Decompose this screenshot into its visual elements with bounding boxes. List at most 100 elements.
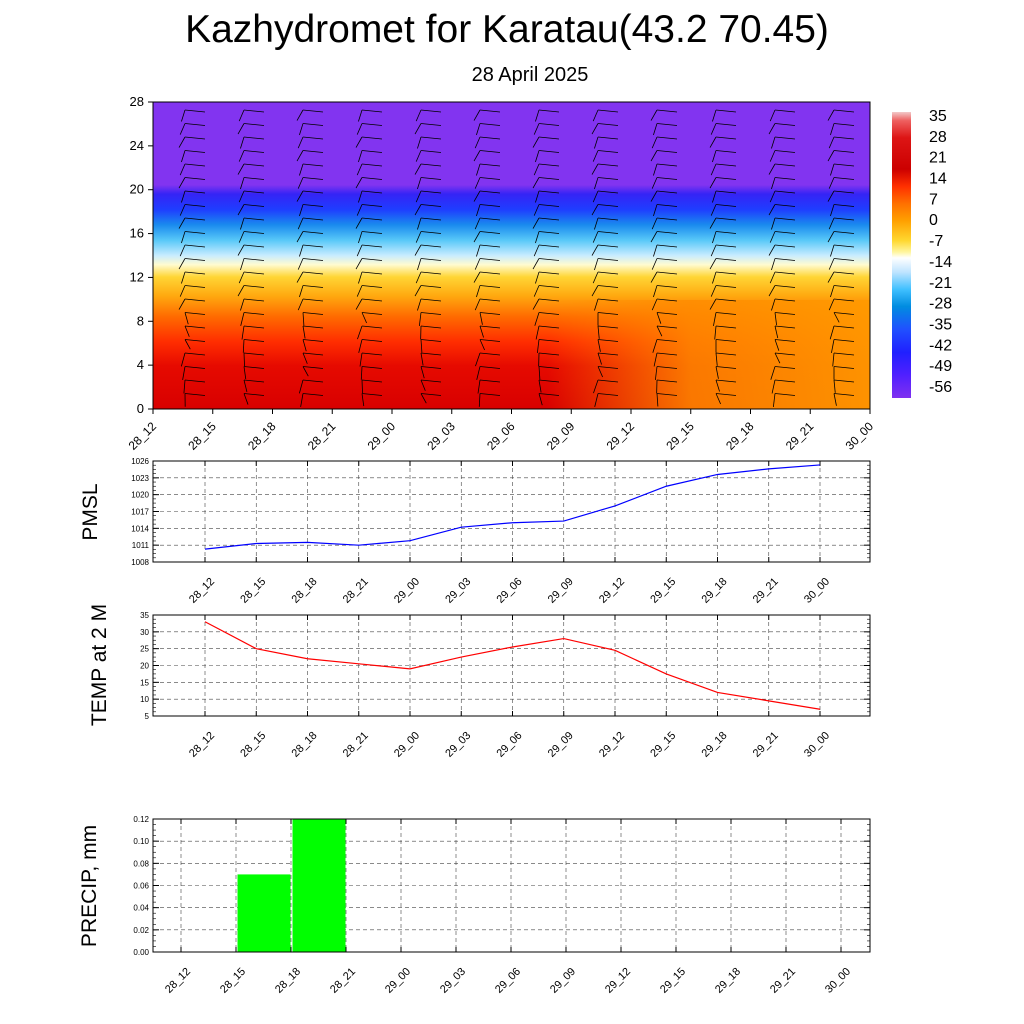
wind-barb-shaft xyxy=(479,325,501,329)
wind-barb xyxy=(768,285,796,297)
wind-barb xyxy=(417,298,442,311)
wind-barb-shaft xyxy=(656,379,678,383)
wind-barb xyxy=(710,163,737,176)
wind-barb-feather xyxy=(182,366,186,381)
wind-barb-feather xyxy=(651,136,658,149)
temp-y-tick-label: 15 xyxy=(140,678,149,687)
wind-barb-feather xyxy=(536,339,540,354)
precip-y-tick-label: 0.08 xyxy=(133,859,149,868)
wind-barb xyxy=(593,379,619,394)
wind-barb-feather xyxy=(534,312,540,326)
wind-barb-shaft xyxy=(774,312,796,315)
wind-barb-feather xyxy=(833,379,836,393)
wind-barb xyxy=(653,352,678,367)
wind-barb-shaft xyxy=(420,298,442,302)
wind-barb xyxy=(355,177,383,189)
precip-y-tick-label: 0.12 xyxy=(133,815,149,824)
wind-barb-shaft xyxy=(302,352,324,356)
wind-barb xyxy=(240,298,265,311)
wind-barb-shaft xyxy=(479,352,501,356)
wind-barbs xyxy=(178,109,855,408)
wind-barb xyxy=(768,244,796,256)
wind-barb-feather xyxy=(361,393,365,407)
wind-barb-shaft xyxy=(302,285,324,288)
wind-barb xyxy=(238,190,265,203)
wind-barb-feather xyxy=(827,271,835,283)
wind-barb xyxy=(184,312,206,325)
wind-barb-feather xyxy=(712,271,717,284)
wind-barb-shaft xyxy=(243,285,265,288)
wind-barb xyxy=(833,312,855,323)
wind-barb-shaft xyxy=(774,204,796,207)
wind-barb-feather xyxy=(768,285,776,297)
wind-barb-shaft xyxy=(538,312,560,315)
wind-barb-feather xyxy=(417,217,422,230)
wind-barb-shaft xyxy=(420,325,442,329)
wind-barb-feather xyxy=(297,298,304,311)
wind-barb-shaft xyxy=(774,123,796,126)
wind-barb-shaft xyxy=(302,190,324,194)
wind-barb-shaft xyxy=(656,325,678,329)
wind-barb-shaft xyxy=(361,366,383,369)
wind-barb-feather xyxy=(297,258,304,270)
wind-barb-feather xyxy=(592,109,599,122)
wind-barb-feather xyxy=(594,177,599,190)
wind-barb-feather xyxy=(420,339,423,353)
wind-barb xyxy=(654,366,678,381)
wind-barb-feather xyxy=(650,231,658,243)
wind-barb xyxy=(299,285,324,298)
wind-barb-shaft xyxy=(243,325,265,329)
wind-barb xyxy=(479,339,501,351)
wind-barb-shaft xyxy=(302,136,324,140)
wind-barb xyxy=(414,163,442,175)
wind-barb-feather xyxy=(535,190,540,203)
heatmap-x-tick-label: 29_09 xyxy=(544,419,578,453)
wind-barb-feather xyxy=(532,136,540,148)
colorbar-labels: 35 28 21 14 7 0 -7 -14 -21 -28 -35 -42 -49 -56 xyxy=(929,108,952,396)
wind-barb-feather xyxy=(709,177,717,189)
pmsl-y-tick-label: 1017 xyxy=(131,508,149,517)
wind-barb-feather xyxy=(296,231,304,243)
wind-barb xyxy=(833,393,855,406)
wind-barb-feather xyxy=(414,244,422,256)
wind-barb-feather xyxy=(597,339,601,352)
wind-barb-feather xyxy=(653,285,658,298)
wind-barb xyxy=(358,231,383,244)
wind-barb-feather xyxy=(178,298,186,310)
wind-barb-feather xyxy=(179,123,186,135)
wind-barb xyxy=(476,163,501,176)
wind-barb-feather xyxy=(771,258,776,271)
wind-barb-shaft xyxy=(302,325,324,329)
wind-barb xyxy=(357,325,383,340)
wind-barb xyxy=(418,312,442,327)
wind-barb-shaft xyxy=(715,352,737,356)
wind-barb xyxy=(297,177,324,189)
pmsl-y-label: PMSL xyxy=(79,483,102,540)
heatmap-y-tick-label: 0 xyxy=(137,401,144,416)
wind-barb xyxy=(356,244,383,257)
pmsl-y-tick-label: 1023 xyxy=(131,474,149,483)
wind-barb-feather xyxy=(715,393,721,405)
wind-barb-feather xyxy=(709,258,717,270)
temp-grid xyxy=(153,615,870,716)
wind-barb-shaft xyxy=(715,339,737,342)
wind-barb xyxy=(650,231,678,243)
wind-barb-feather xyxy=(533,123,540,135)
wind-barb-shaft xyxy=(597,109,619,113)
wind-barb-feather xyxy=(237,285,245,297)
wind-barb xyxy=(535,325,560,340)
wind-barb-feather xyxy=(594,136,599,149)
wind-barb-shaft xyxy=(538,339,560,342)
wind-barb xyxy=(296,150,324,162)
wind-barb-shaft xyxy=(420,217,442,221)
wind-barb-shaft xyxy=(715,204,737,207)
wind-barb xyxy=(651,258,678,270)
wind-barb-shaft xyxy=(833,244,855,248)
wind-barb-shaft xyxy=(538,163,560,167)
wind-barb-feather xyxy=(181,109,186,122)
wind-barb xyxy=(181,109,206,122)
wind-barb xyxy=(769,109,796,122)
wind-barb-shaft xyxy=(420,136,442,140)
wind-barb-feather xyxy=(417,258,422,271)
wind-barb xyxy=(299,244,324,257)
